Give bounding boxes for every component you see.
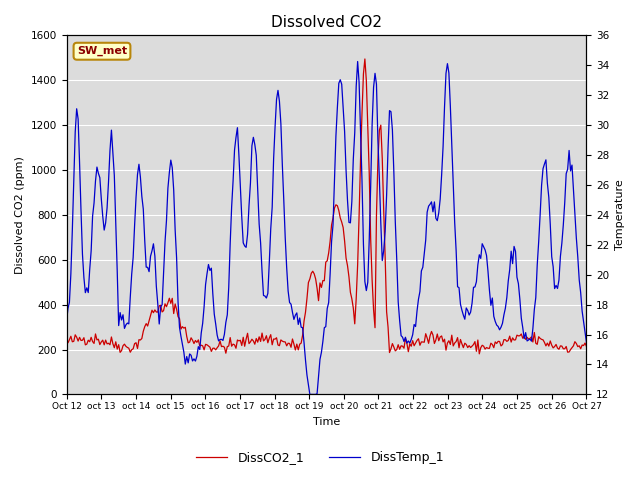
DissTemp_1 bbox=[290, 317, 298, 323]
Line: DissTemp_1: DissTemp_1 bbox=[67, 61, 586, 395]
DissTemp_1 bbox=[235, 152, 243, 157]
DissTemp_1 bbox=[306, 392, 314, 397]
X-axis label: Time: Time bbox=[313, 417, 340, 427]
Legend: DissCO2_1, DissTemp_1: DissCO2_1, DissTemp_1 bbox=[191, 446, 449, 469]
DissTemp_1 bbox=[244, 231, 252, 237]
DissCO2_1 bbox=[63, 338, 70, 344]
DissCO2_1 bbox=[476, 351, 483, 357]
DissCO2_1 bbox=[361, 56, 369, 62]
DissTemp_1 bbox=[582, 340, 590, 346]
DissCO2_1 bbox=[218, 344, 225, 349]
DissTemp_1 bbox=[218, 336, 225, 342]
DissCO2_1 bbox=[557, 343, 564, 349]
DissCO2_1 bbox=[244, 330, 252, 336]
DissCO2_1 bbox=[582, 344, 590, 349]
Y-axis label: Dissolved CO2 (ppm): Dissolved CO2 (ppm) bbox=[15, 156, 25, 274]
Text: SW_met: SW_met bbox=[77, 46, 127, 56]
DissTemp_1 bbox=[127, 294, 134, 300]
Y-axis label: Temperature: Temperature bbox=[615, 180, 625, 250]
Line: DissCO2_1: DissCO2_1 bbox=[67, 59, 586, 354]
DissTemp_1 bbox=[63, 319, 70, 324]
DissCO2_1 bbox=[127, 349, 134, 355]
DissTemp_1 bbox=[354, 59, 362, 64]
Title: Dissolved CO2: Dissolved CO2 bbox=[271, 15, 382, 30]
DissCO2_1 bbox=[290, 341, 298, 347]
DissTemp_1 bbox=[557, 253, 564, 259]
DissCO2_1 bbox=[235, 338, 243, 344]
